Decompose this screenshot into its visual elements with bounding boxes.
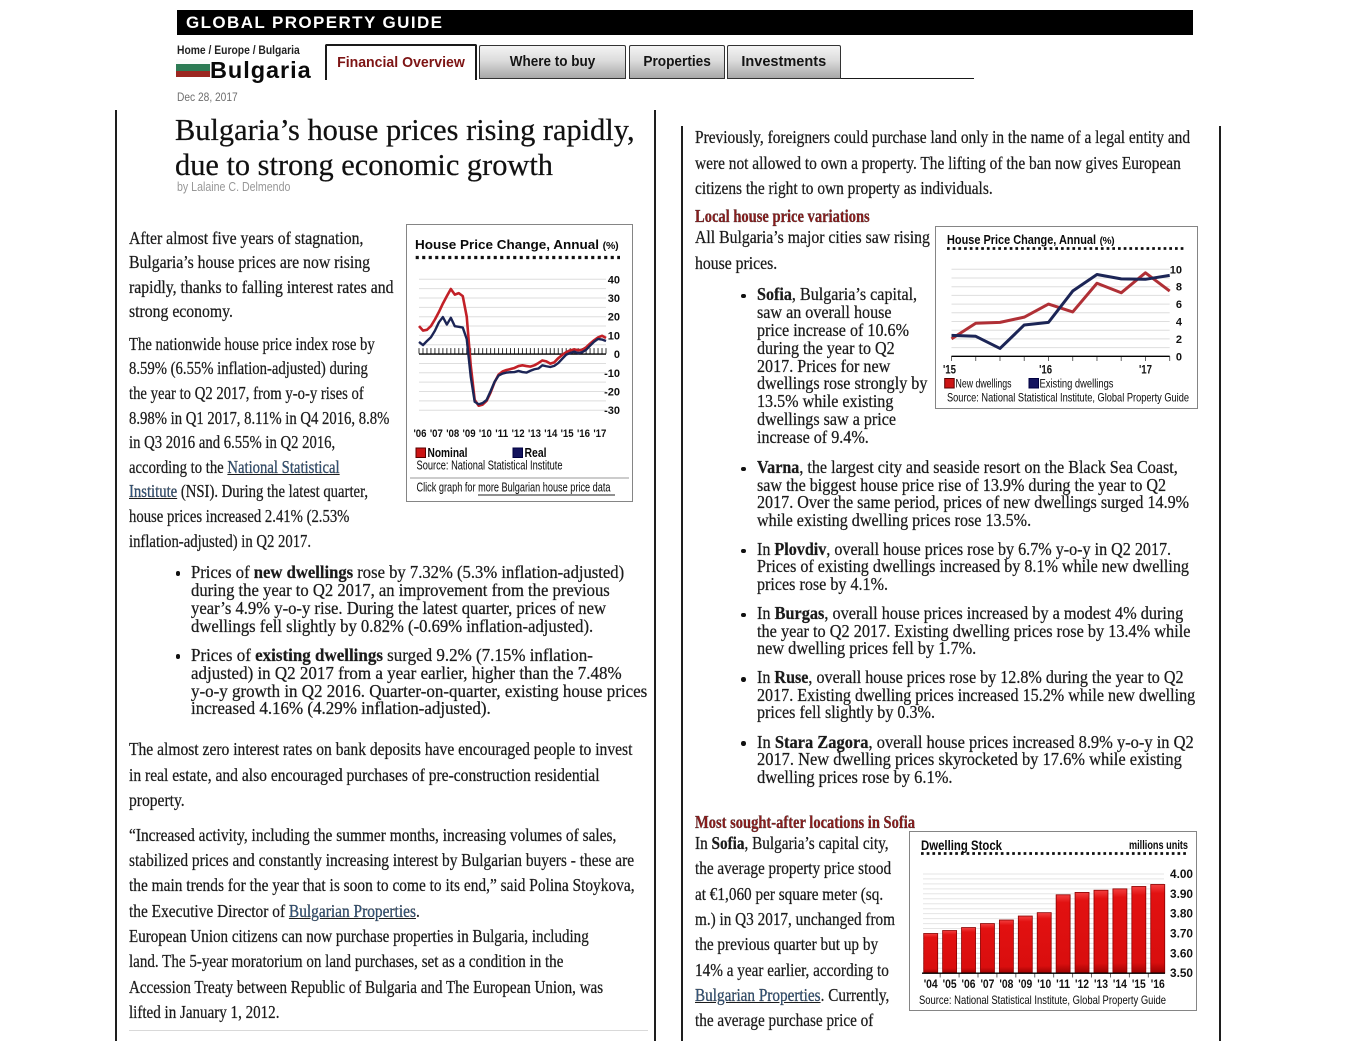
- svg-text:'08: '08: [999, 979, 1014, 991]
- svg-text:-30: -30: [604, 405, 620, 417]
- svg-text:millions units: millions units: [1129, 838, 1188, 852]
- svg-text:'17: '17: [1139, 365, 1152, 377]
- svg-text:House Price Change, Annual (%): House Price Change, Annual (%): [415, 237, 619, 252]
- svg-text:Real: Real: [525, 445, 547, 460]
- svg-text:30: 30: [608, 293, 620, 305]
- svg-text:'06: '06: [414, 428, 427, 440]
- svg-text:'13: '13: [1094, 979, 1108, 991]
- svg-text:10: 10: [1170, 264, 1182, 276]
- svg-text:'07: '07: [980, 979, 994, 991]
- svg-text:Source: National Statistical I: Source: National Statistical Institute: [417, 459, 563, 473]
- svg-text:'10: '10: [1037, 979, 1051, 991]
- svg-text:'09: '09: [463, 428, 476, 440]
- svg-text:'16: '16: [1151, 979, 1165, 991]
- svg-text:'16: '16: [1039, 365, 1052, 377]
- svg-text:'11: '11: [495, 428, 508, 440]
- svg-text:2: 2: [1176, 334, 1182, 346]
- svg-text:'09: '09: [1018, 979, 1032, 991]
- svg-text:'06: '06: [962, 979, 976, 991]
- svg-text:4: 4: [1176, 317, 1183, 329]
- svg-text:'12: '12: [1075, 979, 1089, 991]
- svg-text:'10: '10: [479, 428, 492, 440]
- svg-text:'04: '04: [924, 979, 939, 991]
- svg-text:3.50: 3.50: [1170, 966, 1193, 980]
- svg-text:House Price Change, Annual (%): House Price Change, Annual (%): [947, 232, 1115, 247]
- svg-text:'08: '08: [446, 428, 459, 440]
- svg-text:'14: '14: [1113, 979, 1128, 991]
- svg-text:'17: '17: [593, 428, 606, 440]
- svg-text:'15: '15: [943, 365, 957, 377]
- svg-text:3.80: 3.80: [1170, 907, 1193, 921]
- svg-text:8: 8: [1176, 282, 1182, 294]
- svg-text:20: 20: [608, 312, 620, 324]
- svg-text:'15: '15: [1132, 979, 1147, 991]
- svg-text:Existing dwellings: Existing dwellings: [1040, 377, 1114, 391]
- svg-text:Source: National Statistical I: Source: National Statistical Institute, …: [947, 392, 1189, 405]
- svg-text:6: 6: [1176, 299, 1182, 311]
- svg-text:'12: '12: [512, 428, 525, 440]
- svg-text:'16: '16: [577, 428, 590, 440]
- svg-text:-10: -10: [604, 368, 620, 380]
- svg-text:'15: '15: [561, 428, 574, 440]
- svg-text:3.70: 3.70: [1170, 927, 1193, 941]
- svg-text:Dwelling Stock: Dwelling Stock: [921, 838, 1002, 853]
- svg-text:'13: '13: [528, 428, 541, 440]
- svg-text:0: 0: [614, 349, 620, 361]
- svg-text:Nominal: Nominal: [428, 445, 468, 460]
- svg-text:3.90: 3.90: [1170, 887, 1193, 901]
- svg-text:'14: '14: [544, 428, 557, 440]
- svg-text:Source: National Statistical I: Source: National Statistical Institute, …: [919, 994, 1166, 1007]
- svg-text:4.00: 4.00: [1170, 867, 1193, 881]
- svg-text:New dwellings: New dwellings: [956, 377, 1012, 391]
- svg-text:-20: -20: [604, 387, 620, 399]
- svg-text:'05: '05: [943, 979, 958, 991]
- svg-text:10: 10: [608, 330, 620, 342]
- svg-text:'07: '07: [430, 428, 443, 440]
- svg-text:40: 40: [608, 274, 620, 286]
- svg-text:3.60: 3.60: [1170, 946, 1193, 960]
- svg-text:'11: '11: [1056, 979, 1071, 991]
- svg-text:0: 0: [1176, 351, 1182, 363]
- svg-text:Click graph for more Bulgarian: Click graph for more Bulgarian house pri…: [417, 481, 611, 495]
